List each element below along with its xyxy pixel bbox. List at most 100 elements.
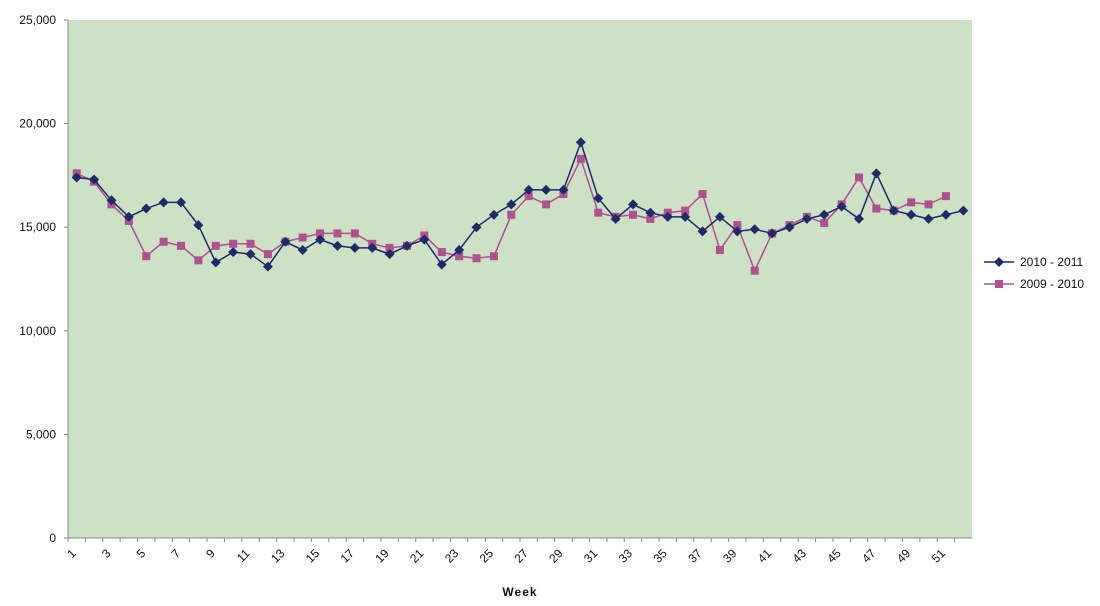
point — [454, 244, 465, 255]
point — [749, 224, 760, 235]
point — [871, 168, 882, 179]
point — [246, 239, 255, 248]
point — [941, 192, 950, 201]
x-tick-label: 5 — [134, 546, 149, 561]
point — [333, 229, 342, 238]
plot-area — [68, 20, 972, 538]
point — [106, 195, 117, 206]
point — [472, 254, 481, 263]
x-tick-label: 31 — [581, 546, 601, 566]
point — [819, 209, 830, 220]
x-tick-label: 51 — [929, 546, 949, 566]
point — [733, 221, 742, 230]
x-tick-label: 27 — [511, 546, 531, 566]
legend-marker — [994, 257, 1004, 267]
point — [593, 193, 604, 204]
point — [767, 228, 778, 239]
point — [71, 172, 82, 183]
point — [419, 234, 430, 245]
x-tick-label: 7 — [168, 546, 183, 561]
point — [629, 210, 637, 219]
point — [541, 184, 552, 195]
legend-label: 2009 - 2010 — [1020, 277, 1084, 291]
point — [558, 184, 569, 195]
point — [316, 229, 325, 238]
y-tick-label: 0 — [49, 531, 56, 545]
x-tick-label: 39 — [720, 546, 740, 566]
point — [193, 220, 204, 231]
point — [924, 200, 933, 209]
point — [367, 242, 378, 253]
x-axis-title: Week — [502, 585, 537, 599]
point — [923, 213, 934, 224]
x-tick-label: 21 — [407, 546, 427, 566]
point — [349, 242, 360, 253]
x-tick-label: 9 — [203, 546, 218, 561]
point — [888, 205, 899, 216]
point — [594, 208, 603, 217]
point — [471, 222, 482, 233]
x-tick-label: 1 — [64, 546, 79, 561]
point — [315, 234, 326, 245]
point — [646, 214, 655, 223]
point — [628, 199, 638, 210]
point — [245, 249, 256, 260]
x-tick-label: 17 — [338, 546, 358, 566]
point — [836, 201, 847, 212]
point — [958, 205, 969, 216]
point — [211, 241, 220, 250]
x-tick-label: 37 — [685, 546, 705, 566]
point — [159, 237, 168, 246]
point — [697, 226, 708, 237]
point — [489, 252, 498, 261]
x-tick-label: 45 — [824, 546, 844, 566]
point — [680, 211, 691, 222]
x-tick-label: 3 — [99, 546, 114, 561]
point — [262, 261, 273, 272]
point — [523, 184, 534, 195]
point — [350, 229, 359, 238]
point — [402, 240, 412, 251]
x-tick-label: 49 — [894, 546, 914, 566]
point — [210, 257, 221, 268]
x-tick-label: 29 — [546, 546, 566, 566]
series-line — [76, 139, 964, 268]
x-tick-label: 47 — [859, 546, 879, 566]
point — [715, 245, 724, 254]
point — [801, 213, 812, 224]
x-tick-label: 35 — [651, 546, 671, 566]
point — [142, 252, 151, 261]
point — [507, 210, 516, 219]
x-tick-label: 15 — [303, 546, 323, 566]
x-tick-label: 23 — [442, 546, 462, 566]
point — [141, 203, 152, 214]
point — [576, 154, 585, 163]
point — [385, 243, 394, 252]
point — [89, 174, 100, 185]
point — [714, 211, 725, 222]
x-tick-label: 43 — [790, 546, 810, 566]
point — [907, 198, 916, 207]
point — [906, 209, 917, 220]
point — [820, 219, 829, 228]
legend-marker — [995, 280, 1003, 288]
point — [228, 247, 239, 258]
x-tick-label: 11 — [234, 546, 253, 565]
point — [177, 241, 185, 250]
point — [176, 197, 186, 208]
x-tick-label: 25 — [477, 546, 497, 566]
x-tick-label: 33 — [616, 546, 636, 566]
y-tick-label: 15,000 — [19, 220, 56, 234]
point — [123, 211, 134, 222]
point — [662, 211, 673, 222]
point — [940, 209, 951, 220]
point — [297, 244, 308, 255]
point — [229, 239, 238, 248]
point — [437, 248, 446, 257]
point — [488, 209, 499, 220]
legend: 2010 - 2011 2009 - 2010 — [984, 255, 1084, 291]
point — [298, 233, 307, 242]
point — [194, 256, 203, 265]
point — [280, 236, 291, 247]
